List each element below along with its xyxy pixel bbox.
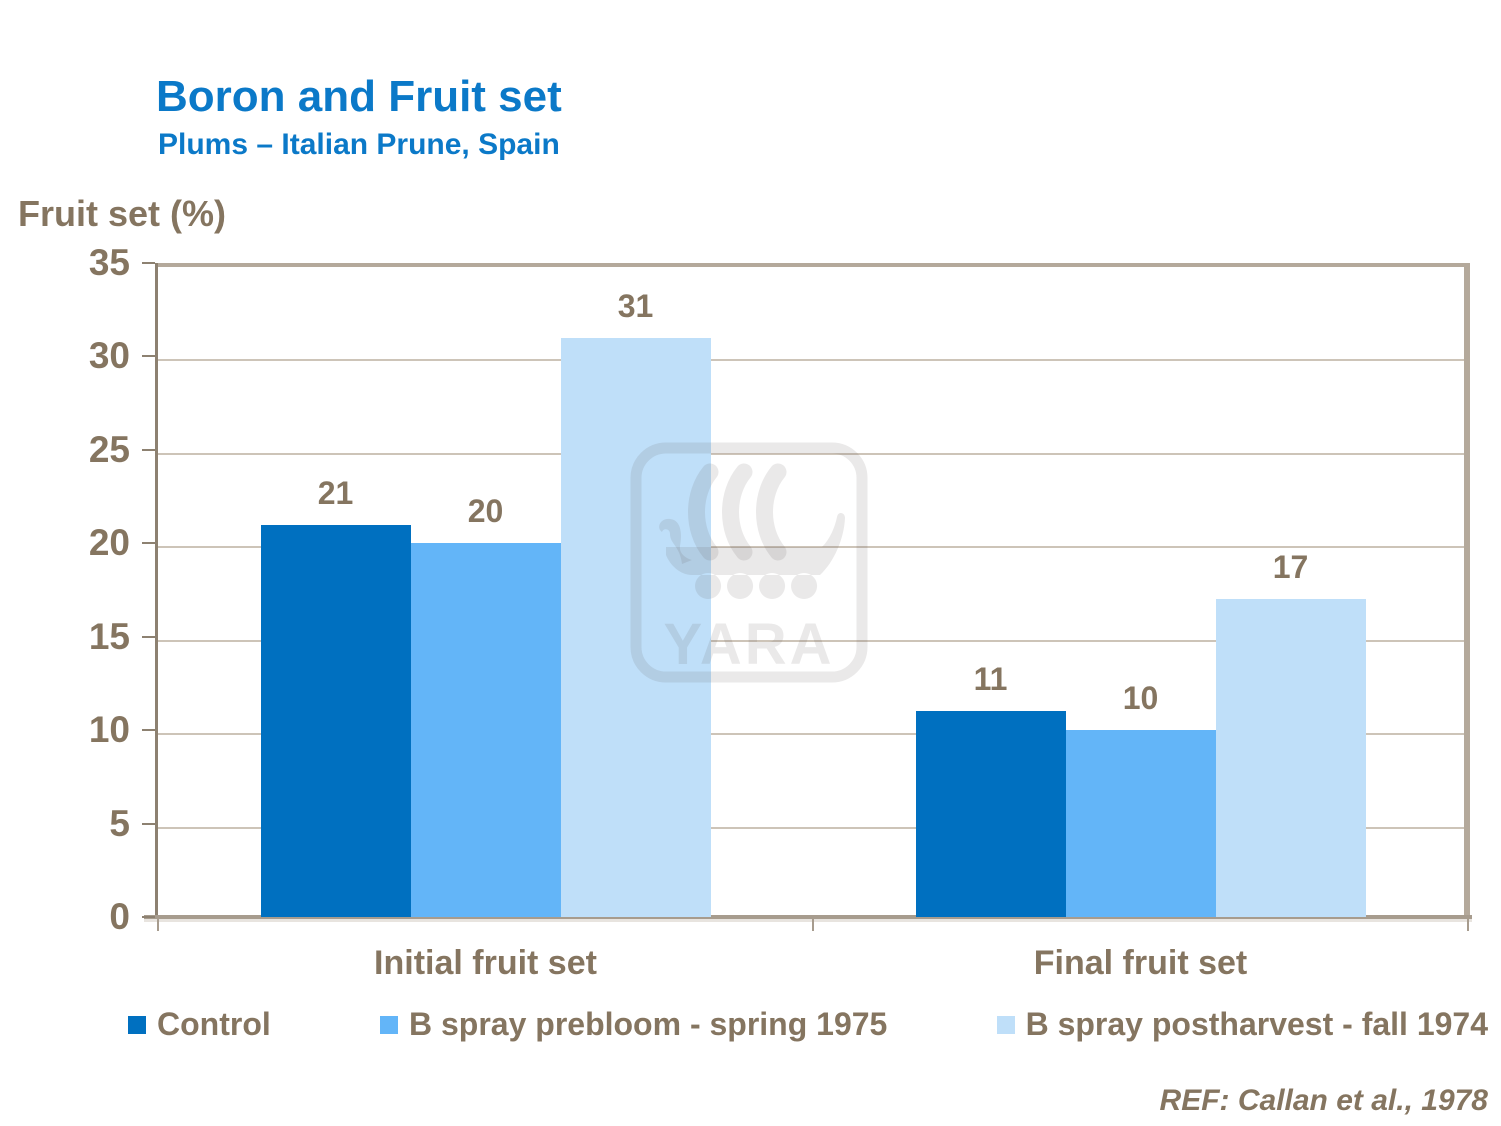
bar-initial-fruit-set-s1 xyxy=(410,543,561,917)
gridline xyxy=(158,826,1464,829)
y-tick-label: 10 xyxy=(88,709,130,751)
bar-final-fruit-set-s2 xyxy=(1215,599,1366,917)
bar-value-label: 20 xyxy=(467,493,504,530)
gridline xyxy=(158,452,1464,455)
legend-swatch xyxy=(128,1015,146,1034)
y-tick-label: 20 xyxy=(88,522,130,564)
y-axis-tick xyxy=(142,542,155,545)
bar-value-label: 31 xyxy=(617,287,654,324)
y-axis-line xyxy=(155,263,158,919)
x-axis-line xyxy=(144,915,1472,919)
category-label: Initial fruit set xyxy=(374,944,597,982)
legend-label: Control xyxy=(157,1006,271,1042)
bar-value-label: 11 xyxy=(973,661,1008,698)
legend-item: B spray prebloom - spring 1975 xyxy=(379,1006,888,1043)
bar-value-label: 10 xyxy=(1122,680,1159,717)
y-tick-label: 30 xyxy=(88,335,130,377)
bar-value-label: 17 xyxy=(1272,549,1309,586)
bar-initial-fruit-set-s0 xyxy=(260,524,411,917)
y-axis-tick xyxy=(142,635,155,638)
y-tick-label: 25 xyxy=(88,428,130,470)
y-axis-tick xyxy=(142,822,155,825)
y-axis-tick xyxy=(142,355,155,358)
y-axis-tick xyxy=(142,262,155,264)
y-tick-label: 35 xyxy=(88,242,130,283)
y-axis-title: Fruit set (%) xyxy=(18,193,227,234)
category-label: Final fruit set xyxy=(1033,944,1248,982)
legend-swatch xyxy=(996,1015,1015,1034)
y-tick-label: 5 xyxy=(109,802,130,844)
x-axis-tick xyxy=(1467,917,1469,931)
reference-note: REF: Callan et al., 1978 xyxy=(1159,1084,1488,1117)
plot-area xyxy=(158,263,1470,917)
legend-label: B spray postharvest - fall 1974 xyxy=(1025,1006,1488,1042)
gridline xyxy=(158,639,1464,642)
bar-final-fruit-set-s1 xyxy=(1065,730,1216,917)
bar-initial-fruit-set-s2 xyxy=(560,337,711,917)
bar-value-label: 21 xyxy=(317,474,354,511)
x-axis-tick xyxy=(157,917,159,931)
y-axis-tick xyxy=(142,729,155,732)
slide-title: Boron and Fruit set xyxy=(156,72,562,121)
legend-swatch xyxy=(379,1015,398,1034)
gridline xyxy=(158,546,1464,549)
slide-subtitle: Plums – Italian Prune, Spain xyxy=(158,128,560,161)
legend-item: Control xyxy=(128,1006,271,1043)
y-tick-label: 15 xyxy=(88,615,130,657)
y-axis-tick xyxy=(142,448,155,451)
gridline xyxy=(158,733,1464,736)
x-axis-tick xyxy=(812,917,814,931)
legend-item: B spray postharvest - fall 1974 xyxy=(996,1006,1488,1043)
legend: Control B spray prebloom - spring 1975 B s… xyxy=(128,1006,1488,1043)
legend-label: B spray prebloom - spring 1975 xyxy=(408,1006,888,1042)
x-axis-shadow xyxy=(144,919,1472,922)
y-tick-label: 0 xyxy=(109,896,130,937)
gridline xyxy=(158,359,1464,362)
bar-final-fruit-set-s0 xyxy=(915,711,1066,917)
y-axis-tick xyxy=(142,916,155,918)
